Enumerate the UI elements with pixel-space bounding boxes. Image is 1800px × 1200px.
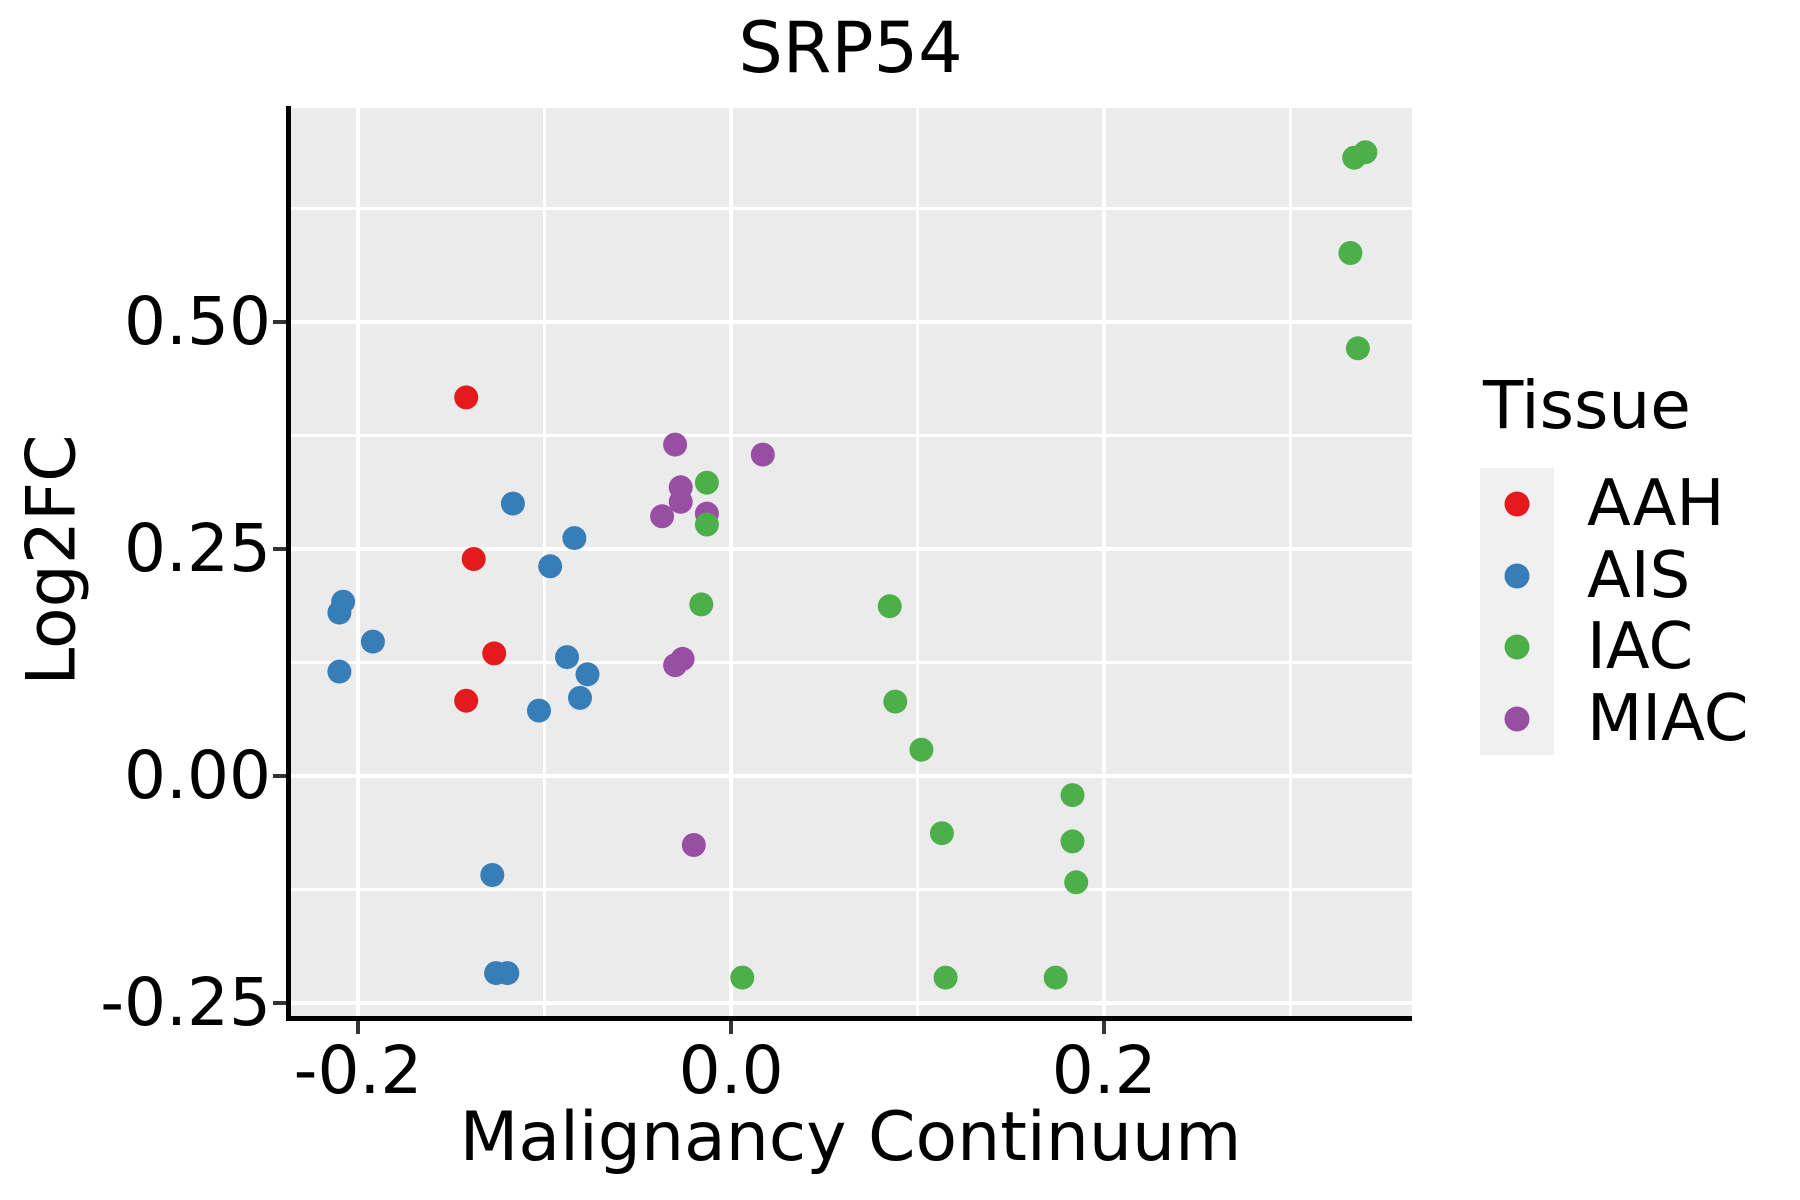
legend-label: IAC: [1587, 610, 1694, 685]
legend-key: [1480, 683, 1554, 755]
legend-label: AIS: [1587, 538, 1691, 613]
data-point: [482, 641, 507, 666]
data-point: [568, 685, 592, 710]
gridline: [289, 434, 1412, 437]
data-point: [663, 432, 688, 457]
x-axis-line: [286, 1016, 1412, 1021]
gridline: [289, 207, 1412, 210]
gridline: [289, 888, 1412, 891]
data-point: [327, 659, 352, 684]
x-tick-mark: [356, 1021, 361, 1034]
data-point: [1043, 965, 1068, 990]
gridline: [289, 320, 1412, 325]
gridline: [1102, 108, 1107, 1019]
x-tick-mark: [1102, 1021, 1107, 1034]
y-tick-label: 0.25: [124, 510, 271, 588]
y-tick-label: 0.00: [124, 737, 271, 815]
data-point: [1338, 241, 1363, 265]
x-axis-title: Malignancy Continuum: [459, 1098, 1242, 1177]
data-point: [1060, 783, 1085, 808]
data-point: [650, 504, 675, 529]
data-point: [681, 833, 706, 857]
gridline: [729, 108, 734, 1019]
data-point: [694, 470, 719, 495]
legend-entry: MIAC: [1480, 683, 1748, 755]
gridline: [289, 1001, 1412, 1006]
legend-key: [1480, 468, 1554, 540]
data-point: [730, 965, 755, 990]
legend-label: MIAC: [1587, 682, 1749, 757]
legend-title: Tissue: [1483, 367, 1691, 444]
legend-dot-icon: [1504, 706, 1530, 732]
data-point: [668, 489, 693, 514]
data-point: [555, 645, 579, 670]
legend-dot-icon: [1504, 491, 1530, 517]
y-tick-mark: [273, 320, 286, 325]
legend-dot-icon: [1504, 634, 1530, 660]
y-tick-label: -0.25: [100, 964, 271, 1042]
x-tick-label: 0.0: [678, 1032, 784, 1109]
y-axis-line: [286, 106, 291, 1021]
data-point: [689, 592, 714, 617]
data-point: [750, 442, 775, 467]
data-point: [461, 547, 486, 571]
legend-label: AAH: [1587, 466, 1725, 541]
data-point: [360, 629, 385, 654]
data-point: [480, 863, 505, 887]
gridline: [289, 661, 1412, 664]
legend: AAH AIS IAC MIAC: [1480, 468, 1748, 755]
legend-entry: IAC: [1480, 610, 1748, 685]
data-point: [500, 491, 525, 516]
gridline: [916, 108, 919, 1019]
data-point: [1345, 336, 1370, 361]
gridline: [1289, 108, 1292, 1019]
x-tick-label: 0.2: [1051, 1032, 1157, 1109]
data-point: [929, 821, 954, 846]
x-tick-mark: [729, 1021, 734, 1034]
data-point: [454, 385, 479, 410]
data-point: [327, 600, 352, 625]
data-point: [495, 961, 520, 986]
data-point: [1342, 145, 1367, 170]
legend-dot-icon: [1504, 563, 1530, 589]
x-tick-label: -0.2: [293, 1032, 423, 1109]
data-point: [663, 653, 688, 678]
plot-panel: [289, 108, 1412, 1019]
legend-key: [1480, 611, 1554, 684]
y-axis-title: Log2FC: [12, 434, 92, 686]
data-point: [909, 737, 934, 762]
legend-entry: AIS: [1480, 538, 1748, 613]
data-point: [538, 554, 563, 579]
y-tick-label: 0.50: [124, 283, 271, 361]
y-tick-mark: [273, 774, 286, 779]
plot-title: SRP54: [738, 7, 963, 89]
gridline: [356, 108, 361, 1019]
scatter-points-layer: [327, 140, 1378, 990]
y-tick-mark: [273, 1001, 286, 1006]
data-point: [933, 965, 958, 990]
y-tick-mark: [273, 547, 286, 552]
data-point: [527, 698, 551, 723]
data-point: [575, 662, 600, 687]
gridline: [289, 547, 1412, 552]
data-point: [877, 594, 902, 619]
data-point: [883, 689, 908, 714]
data-point: [1060, 829, 1085, 854]
data-point: [562, 526, 587, 551]
data-point: [454, 688, 479, 713]
data-point: [694, 512, 719, 537]
legend-entry: AAH: [1480, 468, 1748, 540]
gridline: [289, 774, 1412, 779]
legend-key: [1480, 539, 1554, 612]
data-point: [1064, 870, 1089, 895]
